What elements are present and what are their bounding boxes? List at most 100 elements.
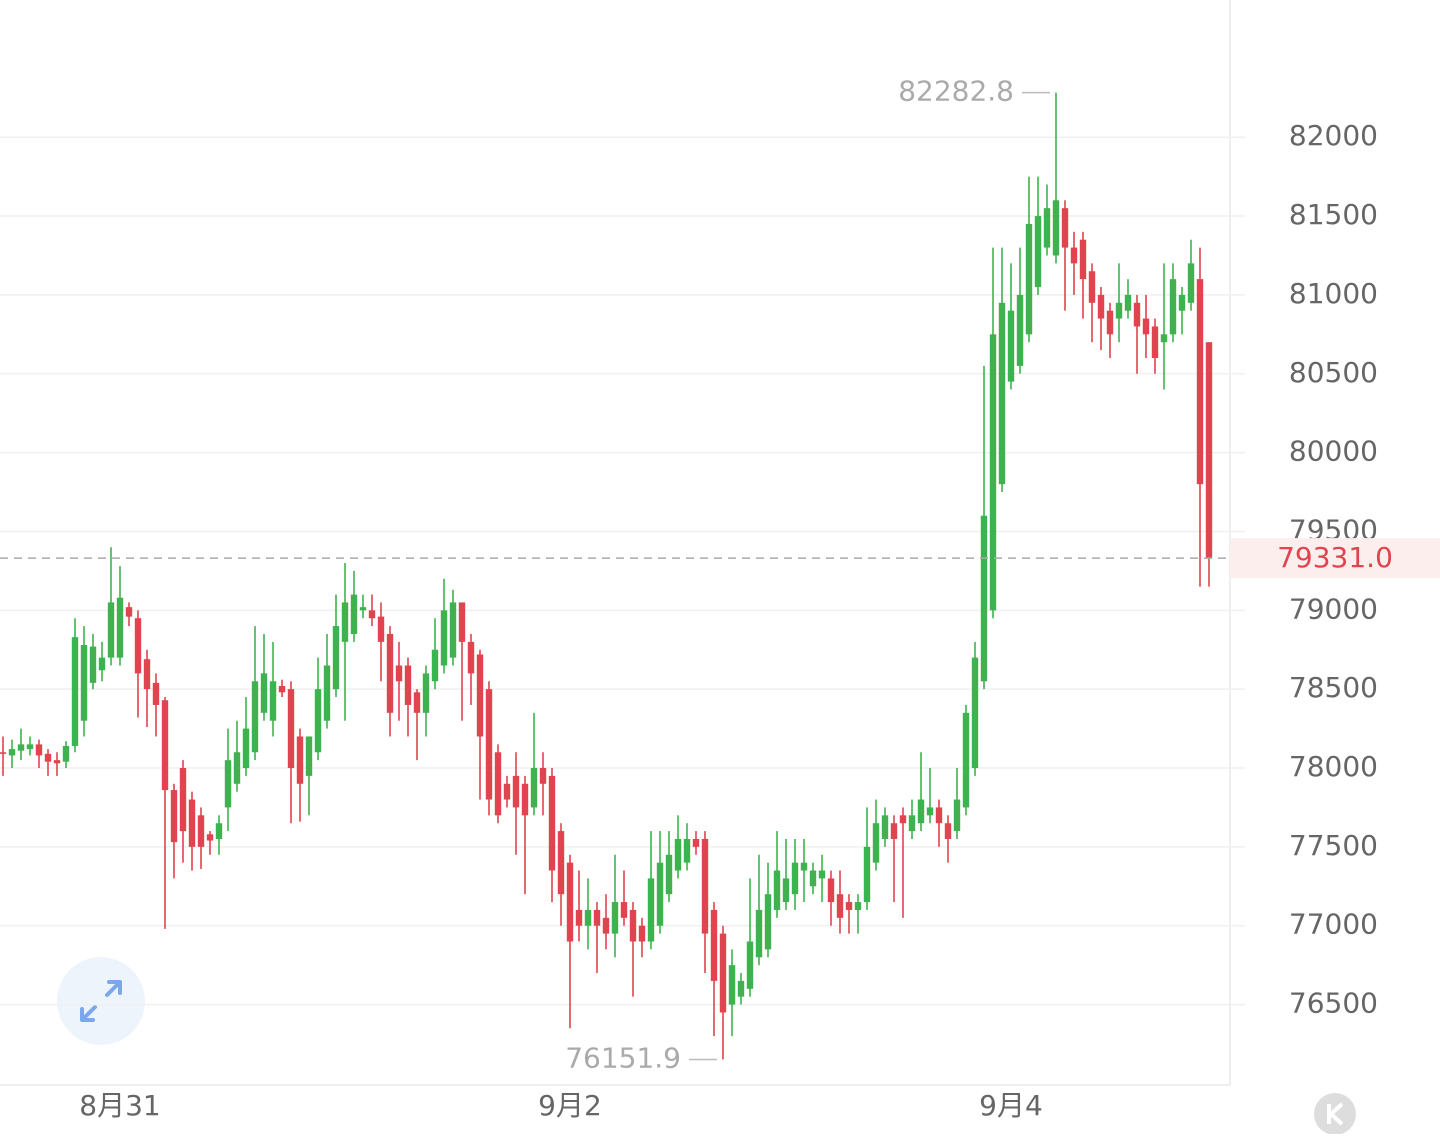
candle-body [251,681,259,753]
candle-body [1160,334,1168,343]
candle-body [620,902,628,918]
candle-body [1079,239,1087,280]
x-tick-label: 9月2 [538,1089,602,1122]
y-tick-label: 78500 [1289,671,1378,704]
candle-body [323,665,331,721]
candle-body [413,692,421,713]
candle-body [62,745,70,762]
expand-icon[interactable] [80,980,122,1022]
candle-body [1205,342,1213,559]
candle-body [980,515,988,682]
candle-body [1070,247,1078,264]
candle-body [1133,302,1141,327]
y-tick-label: 81000 [1289,277,1378,310]
candle-body [818,870,826,879]
candle-body [863,846,871,903]
candle-body [737,980,745,997]
candle-body [215,823,223,839]
candle-body [629,909,637,942]
candle-body [1016,294,1024,366]
candle-body [710,909,718,981]
candle-body [512,775,520,808]
k-button[interactable] [1314,1093,1356,1135]
candle-body [116,597,124,658]
candle-body [899,815,907,824]
candle-body [0,752,7,754]
candle-body [1043,208,1051,248]
candle-body [1052,200,1060,256]
high-label: 82282.8 [898,75,1014,108]
candle-body [44,753,52,762]
candle-body [98,657,106,671]
candle-body [458,602,466,642]
candle-body [485,689,493,800]
candle-body [1007,310,1015,382]
candle-body [791,862,799,895]
candle-body [971,657,979,769]
candle-body [674,838,682,871]
y-tick-label: 80500 [1289,356,1378,389]
candle-body [728,965,736,1005]
candle-body [665,854,673,895]
candle-body [134,618,142,674]
candle-body [161,700,169,791]
candle-body [881,815,889,839]
candle-body [395,665,403,682]
candle-body [467,641,475,674]
candle-body [224,760,232,808]
y-tick-label: 76500 [1289,987,1378,1020]
candle-body [1115,302,1123,319]
candle-body [1187,263,1195,303]
expand-button-bg[interactable] [57,957,145,1045]
candle-body [206,834,214,841]
candle-body [125,607,133,617]
candle-body [1088,271,1096,303]
candle-body [233,752,241,784]
low-label: 76151.9 [565,1041,681,1074]
candle-body [755,909,763,958]
candle-body [836,894,844,918]
y-tick-label: 78000 [1289,750,1378,783]
candle-body [566,862,574,942]
candle-body [1196,279,1204,485]
y-tick-label: 82000 [1289,119,1378,152]
candle-body [350,594,358,634]
candle-body [773,870,781,910]
candle-body [557,831,565,895]
candle-body [431,649,439,682]
candle-body [287,689,295,769]
candle-body [71,637,79,746]
candle-body [260,673,268,713]
candle-body [503,783,511,800]
candle-body [35,744,43,756]
k-icon[interactable] [1327,1102,1344,1126]
candle-body [638,925,646,942]
candle-body [1025,223,1033,335]
candle-body [827,878,835,903]
candle-body [80,645,88,721]
candle-body [17,744,25,751]
candle-body [377,616,385,642]
candle-body [476,654,484,737]
candle-body [269,681,277,721]
expand-button[interactable] [57,957,145,1045]
candle-body [143,659,151,690]
x-tick-label: 8月31 [79,1089,160,1122]
candle-body [917,799,925,824]
last-price-tag [1230,538,1440,579]
candle-body [548,775,556,871]
candle-body [1106,310,1114,335]
x-tick-label: 9月4 [979,1089,1043,1122]
y-tick-label: 80000 [1289,435,1378,468]
candle-body [602,917,610,934]
candle-body [908,815,916,832]
candle-body [872,823,880,863]
candle-body [944,823,952,839]
candle-body [26,744,34,750]
candle-body [845,902,853,910]
candle-body [800,862,808,871]
k-button-bg[interactable] [1314,1093,1356,1135]
candle-body [530,768,538,808]
candle-body [782,878,790,903]
